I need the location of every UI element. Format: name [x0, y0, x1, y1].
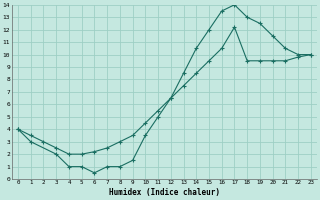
X-axis label: Humidex (Indice chaleur): Humidex (Indice chaleur): [109, 188, 220, 197]
